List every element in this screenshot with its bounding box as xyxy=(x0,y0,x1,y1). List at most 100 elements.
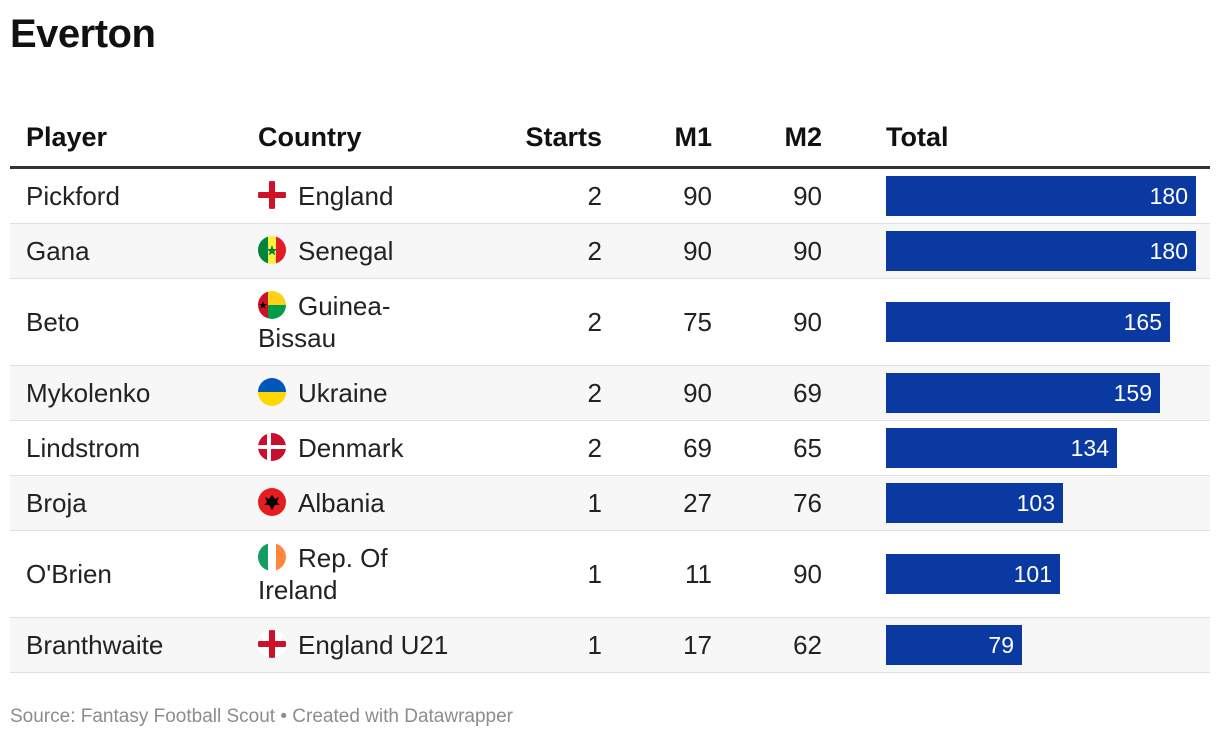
header-m2[interactable]: M2 xyxy=(712,108,822,169)
footer-source: Source: Fantasy Football Scout • Created… xyxy=(10,706,514,727)
total-cell: 180 xyxy=(886,167,1210,224)
starts-cell: 1 xyxy=(478,530,602,618)
spacer-cell xyxy=(822,167,886,224)
total-bar-label: 159 xyxy=(1113,380,1152,406)
total-bar-track: 79 xyxy=(886,625,1194,665)
m2-cell: 76 xyxy=(712,475,822,531)
country-cell: Senegal xyxy=(258,223,478,279)
country-label: Guinea-Bissau xyxy=(258,291,391,353)
total-cell: 101 xyxy=(886,530,1210,618)
header-m1[interactable]: M1 xyxy=(602,108,712,169)
player-cell: Beto xyxy=(10,278,258,366)
country-cell: Rep. Of Ireland xyxy=(258,530,478,618)
total-bar-label: 180 xyxy=(1149,238,1188,264)
header-total[interactable]: Total xyxy=(886,108,1210,169)
table-row: Beto Guinea-Bissau 2 75 90 165 xyxy=(10,278,1210,366)
total-cell: 79 xyxy=(886,617,1210,673)
table-row: Branthwaite England U21 1 17 62 79 xyxy=(10,617,1210,673)
ukraine-flag-icon xyxy=(258,378,286,406)
england-flag-icon xyxy=(258,630,286,658)
header-spacer xyxy=(822,108,886,169)
total-bar-label: 79 xyxy=(988,632,1014,658)
table-row: Broja Albania 1 27 76 103 xyxy=(10,475,1210,531)
player-cell: Lindstrom xyxy=(10,420,258,476)
player-cell: Branthwaite xyxy=(10,617,258,673)
total-bar-track: 165 xyxy=(886,302,1194,342)
total-bar-label: 103 xyxy=(1016,490,1055,516)
starts-cell: 2 xyxy=(478,223,602,279)
m2-cell: 65 xyxy=(712,420,822,476)
player-cell: Broja xyxy=(10,475,258,531)
m1-cell: 11 xyxy=(602,530,712,618)
total-cell: 165 xyxy=(886,278,1210,366)
total-bar: 79 xyxy=(886,625,1022,665)
country-label: Rep. Of Ireland xyxy=(258,543,388,605)
country-cell: Ukraine xyxy=(258,365,478,421)
header-country[interactable]: Country xyxy=(258,108,478,169)
total-bar-track: 134 xyxy=(886,428,1194,468)
header-starts[interactable]: Starts xyxy=(478,108,602,169)
country-label: Denmark xyxy=(298,433,404,463)
england-flag-icon xyxy=(258,181,286,209)
table-row: O'Brien Rep. Of Ireland 1 11 90 101 xyxy=(10,530,1210,618)
country-label: England xyxy=(298,181,394,211)
m2-cell: 90 xyxy=(712,278,822,366)
player-cell: Mykolenko xyxy=(10,365,258,421)
total-bar-label: 165 xyxy=(1123,309,1162,335)
senegal-flag-icon xyxy=(258,236,286,264)
m2-cell: 69 xyxy=(712,365,822,421)
data-table: Player Country Starts M1 M2 Total Pickfo… xyxy=(10,108,1210,673)
m2-cell: 90 xyxy=(712,167,822,224)
m1-cell: 90 xyxy=(602,223,712,279)
total-bar: 180 xyxy=(886,231,1196,271)
spacer-cell xyxy=(822,475,886,531)
total-bar: 103 xyxy=(886,483,1063,523)
m2-cell: 90 xyxy=(712,530,822,618)
m1-cell: 17 xyxy=(602,617,712,673)
m2-cell: 62 xyxy=(712,617,822,673)
denmark-flag-icon xyxy=(258,433,286,461)
spacer-cell xyxy=(822,223,886,279)
total-bar: 180 xyxy=(886,176,1196,216)
total-cell: 180 xyxy=(886,223,1210,279)
starts-cell: 1 xyxy=(478,617,602,673)
spacer-cell xyxy=(822,420,886,476)
total-cell: 134 xyxy=(886,420,1210,476)
guinea-bissau-flag-icon xyxy=(258,291,286,319)
country-cell: Albania xyxy=(258,475,478,531)
total-bar-label: 180 xyxy=(1149,183,1188,209)
spacer-cell xyxy=(822,617,886,673)
table-row: Pickford England 2 90 90 180 xyxy=(10,167,1210,224)
table-header-row: Player Country Starts M1 M2 Total xyxy=(10,108,1210,169)
country-cell: Denmark xyxy=(258,420,478,476)
starts-cell: 1 xyxy=(478,475,602,531)
player-cell: O'Brien xyxy=(10,530,258,618)
country-cell: Guinea-Bissau xyxy=(258,278,478,366)
starts-cell: 2 xyxy=(478,365,602,421)
total-bar-track: 103 xyxy=(886,483,1194,523)
country-cell: England xyxy=(258,167,478,224)
m2-cell: 90 xyxy=(712,223,822,279)
country-label: England U21 xyxy=(298,630,449,660)
m1-cell: 90 xyxy=(602,167,712,224)
table-row: Lindstrom Denmark 2 69 65 134 xyxy=(10,420,1210,476)
spacer-cell xyxy=(822,278,886,366)
m1-cell: 75 xyxy=(602,278,712,366)
total-bar: 101 xyxy=(886,554,1060,594)
m1-cell: 69 xyxy=(602,420,712,476)
chart-title: Everton xyxy=(10,12,156,56)
total-cell: 159 xyxy=(886,365,1210,421)
spacer-cell xyxy=(822,530,886,618)
total-bar-label: 101 xyxy=(1013,561,1052,587)
table-row: Gana Senegal 2 90 90 180 xyxy=(10,223,1210,279)
player-cell: Gana xyxy=(10,223,258,279)
total-bar-track: 180 xyxy=(886,231,1196,271)
starts-cell: 2 xyxy=(478,420,602,476)
total-bar-track: 101 xyxy=(886,554,1194,594)
albania-flag-icon xyxy=(258,488,286,516)
total-bar-track: 159 xyxy=(886,373,1194,413)
country-label: Albania xyxy=(298,488,385,518)
country-label: Ukraine xyxy=(298,378,388,408)
header-player[interactable]: Player xyxy=(10,108,258,169)
player-cell: Pickford xyxy=(10,167,258,224)
